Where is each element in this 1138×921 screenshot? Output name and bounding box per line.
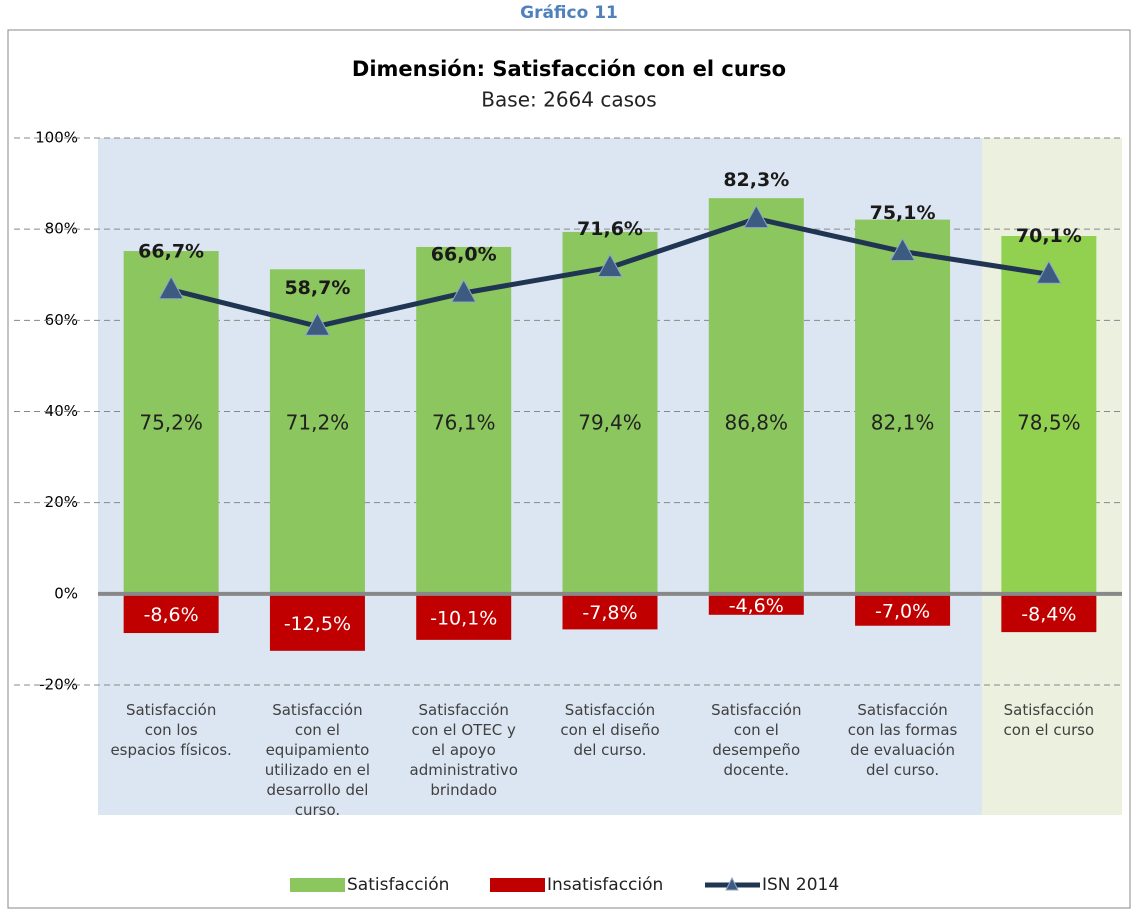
x-tick-label: Satisfacción con las formas de evaluación d… <box>848 701 958 779</box>
x-tick-line: brindado <box>430 781 497 799</box>
legend-label: Insatisfacción <box>547 875 663 895</box>
bar <box>855 593 951 626</box>
y-tick-label: 80% <box>45 220 78 238</box>
x-tick-label: Satisfacción con el curso <box>1003 701 1094 739</box>
bar <box>708 593 804 615</box>
bar <box>416 246 512 594</box>
x-tick-line: con el OTEC y <box>411 721 516 739</box>
x-tick-line: Satisfacción <box>711 701 801 719</box>
chart-title: Dimensión: Satisfacción con el curso <box>352 57 786 81</box>
value-label: 75,2% <box>139 411 203 435</box>
marker <box>450 278 477 303</box>
value-label: 86,8% <box>725 411 789 435</box>
marker <box>889 237 916 262</box>
x-tick-line: con el diseño <box>560 721 659 739</box>
x-tick-label: Satisfacción con el diseño del curso. <box>560 701 659 759</box>
bar <box>855 219 951 594</box>
x-tick-line: con el curso <box>1003 721 1094 739</box>
x-tick-line: desarrollo del <box>266 781 368 799</box>
x-tick-line: desempeño <box>712 741 800 759</box>
x-tick-line: docente. <box>724 761 790 779</box>
x-tick-line: del curso. <box>573 741 646 759</box>
x-tick-line: con las formas <box>848 721 958 739</box>
value-label: 66,0% <box>431 243 497 265</box>
marker <box>1036 260 1062 284</box>
value-label: 76,1% <box>432 411 496 435</box>
x-tick-label: Satisfacción con el desempeño docente. <box>711 701 801 779</box>
x-tick-line: Satisfacción <box>419 701 509 719</box>
value-label: -8,4% <box>1021 603 1076 625</box>
x-tick-line: de evaluación <box>850 741 955 759</box>
legend-swatch <box>290 878 345 892</box>
legend-marker <box>725 876 739 891</box>
value-label: 75,1% <box>870 202 936 224</box>
value-label: 71,6% <box>577 218 643 240</box>
legend-label: ISN 2014 <box>762 875 839 895</box>
region-blue <box>98 138 982 815</box>
x-tick-line: con el <box>734 721 779 739</box>
chart-subtitle: Base: 2664 casos <box>481 88 656 112</box>
bar <box>269 593 365 651</box>
x-tick-line: Satisfacción <box>1004 701 1094 719</box>
marker <box>158 275 184 300</box>
value-label: 70,1% <box>1016 225 1082 247</box>
bar <box>123 251 219 594</box>
bar <box>1001 236 1097 594</box>
value-label: 71,2% <box>286 411 350 435</box>
legend-label: Satisfacción <box>347 875 449 895</box>
marker <box>304 312 331 336</box>
value-label: -7,0% <box>875 600 930 622</box>
header: Gráfico 11 <box>520 3 618 23</box>
y-tick-label: 20% <box>45 493 78 511</box>
x-tick-label: Satisfacción con el equipamiento utilizado … <box>265 701 370 819</box>
x-tick-line: equipamiento <box>266 741 370 759</box>
value-label: -8,6% <box>144 604 199 626</box>
value-label: -7,8% <box>582 602 637 624</box>
x-tick-line: espacios físicos. <box>110 741 231 759</box>
y-tick-label: 0% <box>54 584 78 602</box>
y-tick-label: 60% <box>45 311 78 329</box>
x-tick-label: Satisfacción con el OTEC y el apoyo adminis… <box>410 701 518 799</box>
bar <box>1001 593 1097 633</box>
bar <box>123 593 219 634</box>
value-label: -4,6% <box>729 595 784 617</box>
x-tick-line: el apoyo <box>432 741 496 759</box>
bar <box>708 198 804 594</box>
marker <box>743 204 770 229</box>
y-tick-label: 40% <box>45 402 78 420</box>
x-tick-line: Satisfacción <box>126 701 216 719</box>
x-tick-line: utilizado en el <box>265 761 370 779</box>
bar <box>416 593 512 640</box>
value-label: 82,3% <box>723 169 789 191</box>
legend-swatch <box>490 878 545 892</box>
x-tick-line: curso. <box>295 801 340 819</box>
value-label: -10,1% <box>430 607 497 629</box>
x-tick-line: Satisfacción <box>272 701 362 719</box>
x-tick-line: del curso. <box>866 761 939 779</box>
x-tick-line: con los <box>145 721 198 739</box>
x-tick-line: administrativo <box>410 761 518 779</box>
x-tick-label: Satisfacción con los espacios físicos. <box>110 701 231 759</box>
bar <box>562 231 658 594</box>
value-label: 82,1% <box>871 411 935 435</box>
marker <box>597 253 623 277</box>
x-tick-line: con el <box>295 721 340 739</box>
value-label: 79,4% <box>578 411 642 435</box>
value-label: -12,5% <box>284 613 351 635</box>
value-label: 58,7% <box>284 277 350 299</box>
value-label: 66,7% <box>138 240 204 262</box>
x-tick-line: Satisfacción <box>857 701 947 719</box>
x-tick-line: Satisfacción <box>565 701 655 719</box>
bar <box>562 593 658 630</box>
value-label: 78,5% <box>1017 411 1081 435</box>
